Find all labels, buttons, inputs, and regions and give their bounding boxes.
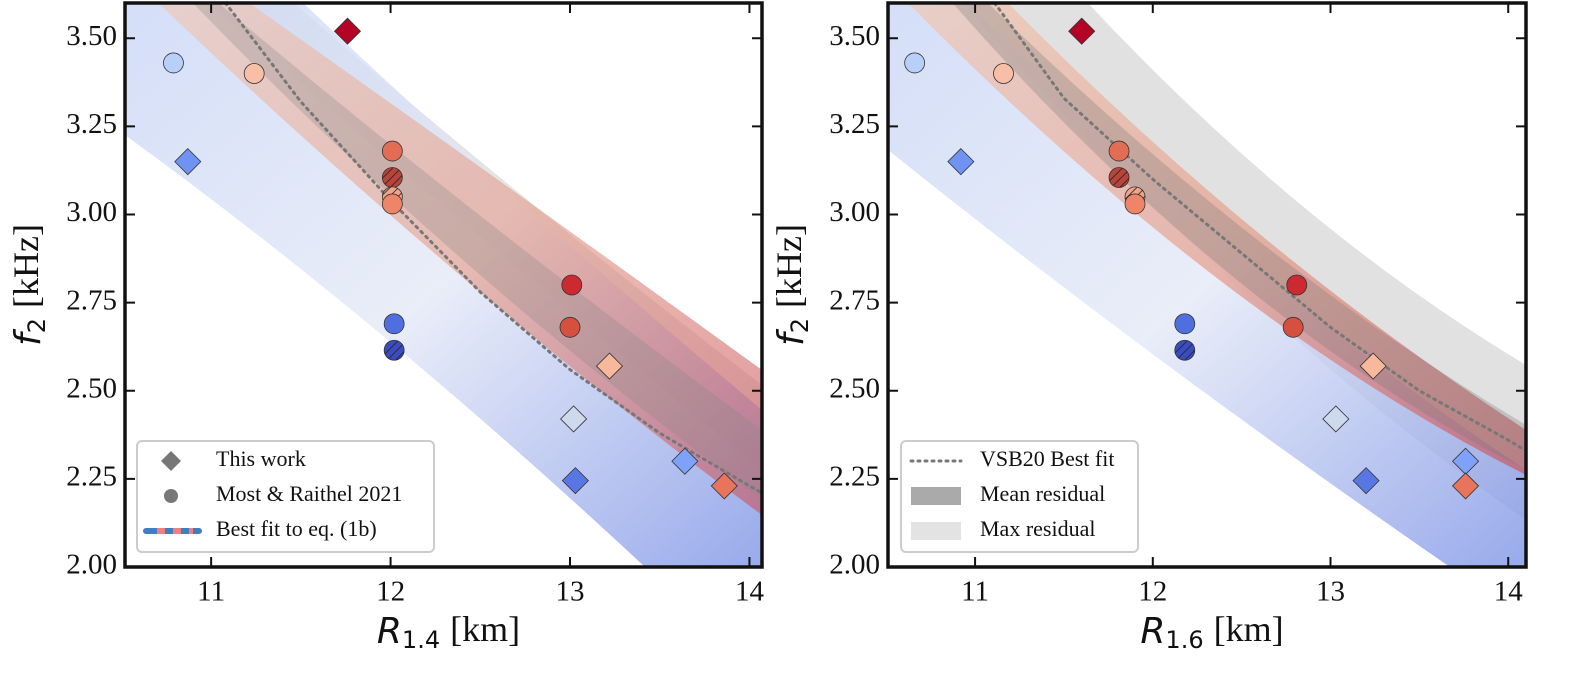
- y-label-sub: 2: [786, 318, 814, 333]
- y-axis-label: f2[kHz]: [769, 224, 814, 346]
- plot-area: [163, 3, 762, 500]
- diamond-marker: [1359, 352, 1387, 380]
- diamond-marker: [1352, 467, 1380, 495]
- axes-frame: [123, 1, 764, 569]
- x-axis-label: R1.4 [km]: [377, 609, 520, 654]
- y-tick-label: 3.00: [829, 196, 880, 228]
- circle-marker: [1286, 274, 1308, 296]
- y-tick-label: 2.00: [829, 549, 880, 581]
- y-label-unit: [kHz]: [6, 224, 46, 308]
- y-tick-label: 3.25: [66, 108, 117, 140]
- diamond-marker: [560, 405, 588, 433]
- hatch: [1109, 167, 1130, 188]
- x-tick-label: 13: [1316, 576, 1345, 608]
- y-tick-label: 3.00: [66, 196, 117, 228]
- diamond-marker: [947, 148, 975, 176]
- circle-marker: [1174, 313, 1196, 335]
- y-tick-label: 2.50: [66, 372, 117, 404]
- y-tick-label: 2.75: [829, 284, 880, 316]
- circle-marker: [381, 193, 403, 215]
- bands-right: [888, 3, 1526, 567]
- legend-marker: [911, 522, 961, 540]
- mean-residual-band: [192, 3, 762, 500]
- fit-line: [993, 3, 1526, 453]
- y-tick-label: 3.50: [829, 20, 880, 52]
- mean-residual-band: [952, 3, 1526, 470]
- x-tick-label: 14: [1494, 576, 1524, 608]
- circle-marker: [163, 52, 184, 74]
- diamond-marker: [174, 148, 202, 176]
- bands-left: [125, 3, 762, 567]
- blue-band: [125, 3, 762, 567]
- diamond-marker: [595, 352, 624, 380]
- red-band: [158, 3, 762, 515]
- diamond-marker: [1322, 405, 1350, 433]
- legend-label: VSB20 Best fit: [980, 446, 1114, 471]
- x-label-symbol: R: [377, 611, 402, 652]
- y-tick-label: 3.50: [66, 20, 117, 52]
- legend-marker: [911, 487, 961, 505]
- plot-area: [904, 3, 1526, 500]
- fit-line: [224, 3, 762, 495]
- x-tick-label: 12: [1138, 576, 1167, 608]
- circle-marker: [559, 316, 581, 338]
- legend-label: Best fit to eq. (1b): [216, 516, 377, 541]
- y-tick-label: 2.25: [829, 461, 880, 493]
- circle-marker: [381, 140, 403, 162]
- diamond-marker: [333, 17, 362, 45]
- hatch: [1174, 340, 1195, 361]
- circle-marker: [993, 63, 1014, 84]
- y-tick-label: 2.50: [829, 372, 880, 404]
- x-axis-label: R1.6 [km]: [1140, 609, 1283, 654]
- legend-marker: [164, 489, 178, 503]
- y-tick-label: 2.25: [66, 461, 117, 493]
- y-axis-label: f2[kHz]: [6, 224, 51, 346]
- x-label-unit: [km]: [450, 609, 520, 649]
- y-label-unit: [kHz]: [769, 224, 809, 308]
- circle-marker: [1108, 140, 1130, 162]
- x-label-sub: 1.4: [402, 626, 440, 654]
- x-tick-label: 11: [197, 576, 225, 608]
- blue-band: [888, 3, 1526, 567]
- axes-frame: [886, 1, 1528, 569]
- legend-box: [136, 440, 435, 553]
- diamond-marker: [710, 472, 738, 500]
- circle-marker: [383, 313, 405, 335]
- hatch: [384, 340, 405, 361]
- y-tick-label: 2.00: [66, 549, 117, 581]
- y-label-sub: 2: [23, 318, 51, 333]
- circle-marker: [1124, 193, 1146, 215]
- legend-label: Max residual: [980, 516, 1095, 541]
- x-label-unit: [km]: [1214, 609, 1284, 649]
- diamond-marker: [671, 447, 699, 475]
- legend-label: Mean residual: [980, 481, 1105, 506]
- circle-marker: [561, 274, 583, 296]
- legend-marker: [161, 451, 181, 471]
- y-tick-label: 3.25: [829, 108, 880, 140]
- circle-marker: [243, 63, 265, 84]
- x-tick-label: 12: [376, 576, 405, 608]
- x-tick-label: 14: [735, 576, 765, 608]
- x-tick-label: 13: [556, 576, 585, 608]
- x-label-sub: 1.6: [1165, 626, 1203, 654]
- y-tick-label: 2.75: [66, 284, 117, 316]
- hatch: [382, 167, 403, 188]
- x-tick-label: 11: [961, 576, 989, 608]
- circle-marker: [904, 52, 926, 74]
- legend-label: Most & Raithel 2021: [216, 481, 402, 506]
- legend-label: This work: [216, 446, 306, 471]
- diamond-marker: [561, 467, 589, 495]
- diamond-marker: [1068, 17, 1096, 45]
- diamond-marker: [1452, 472, 1480, 500]
- x-label-symbol: R: [1140, 611, 1165, 652]
- circle-marker: [1282, 316, 1304, 338]
